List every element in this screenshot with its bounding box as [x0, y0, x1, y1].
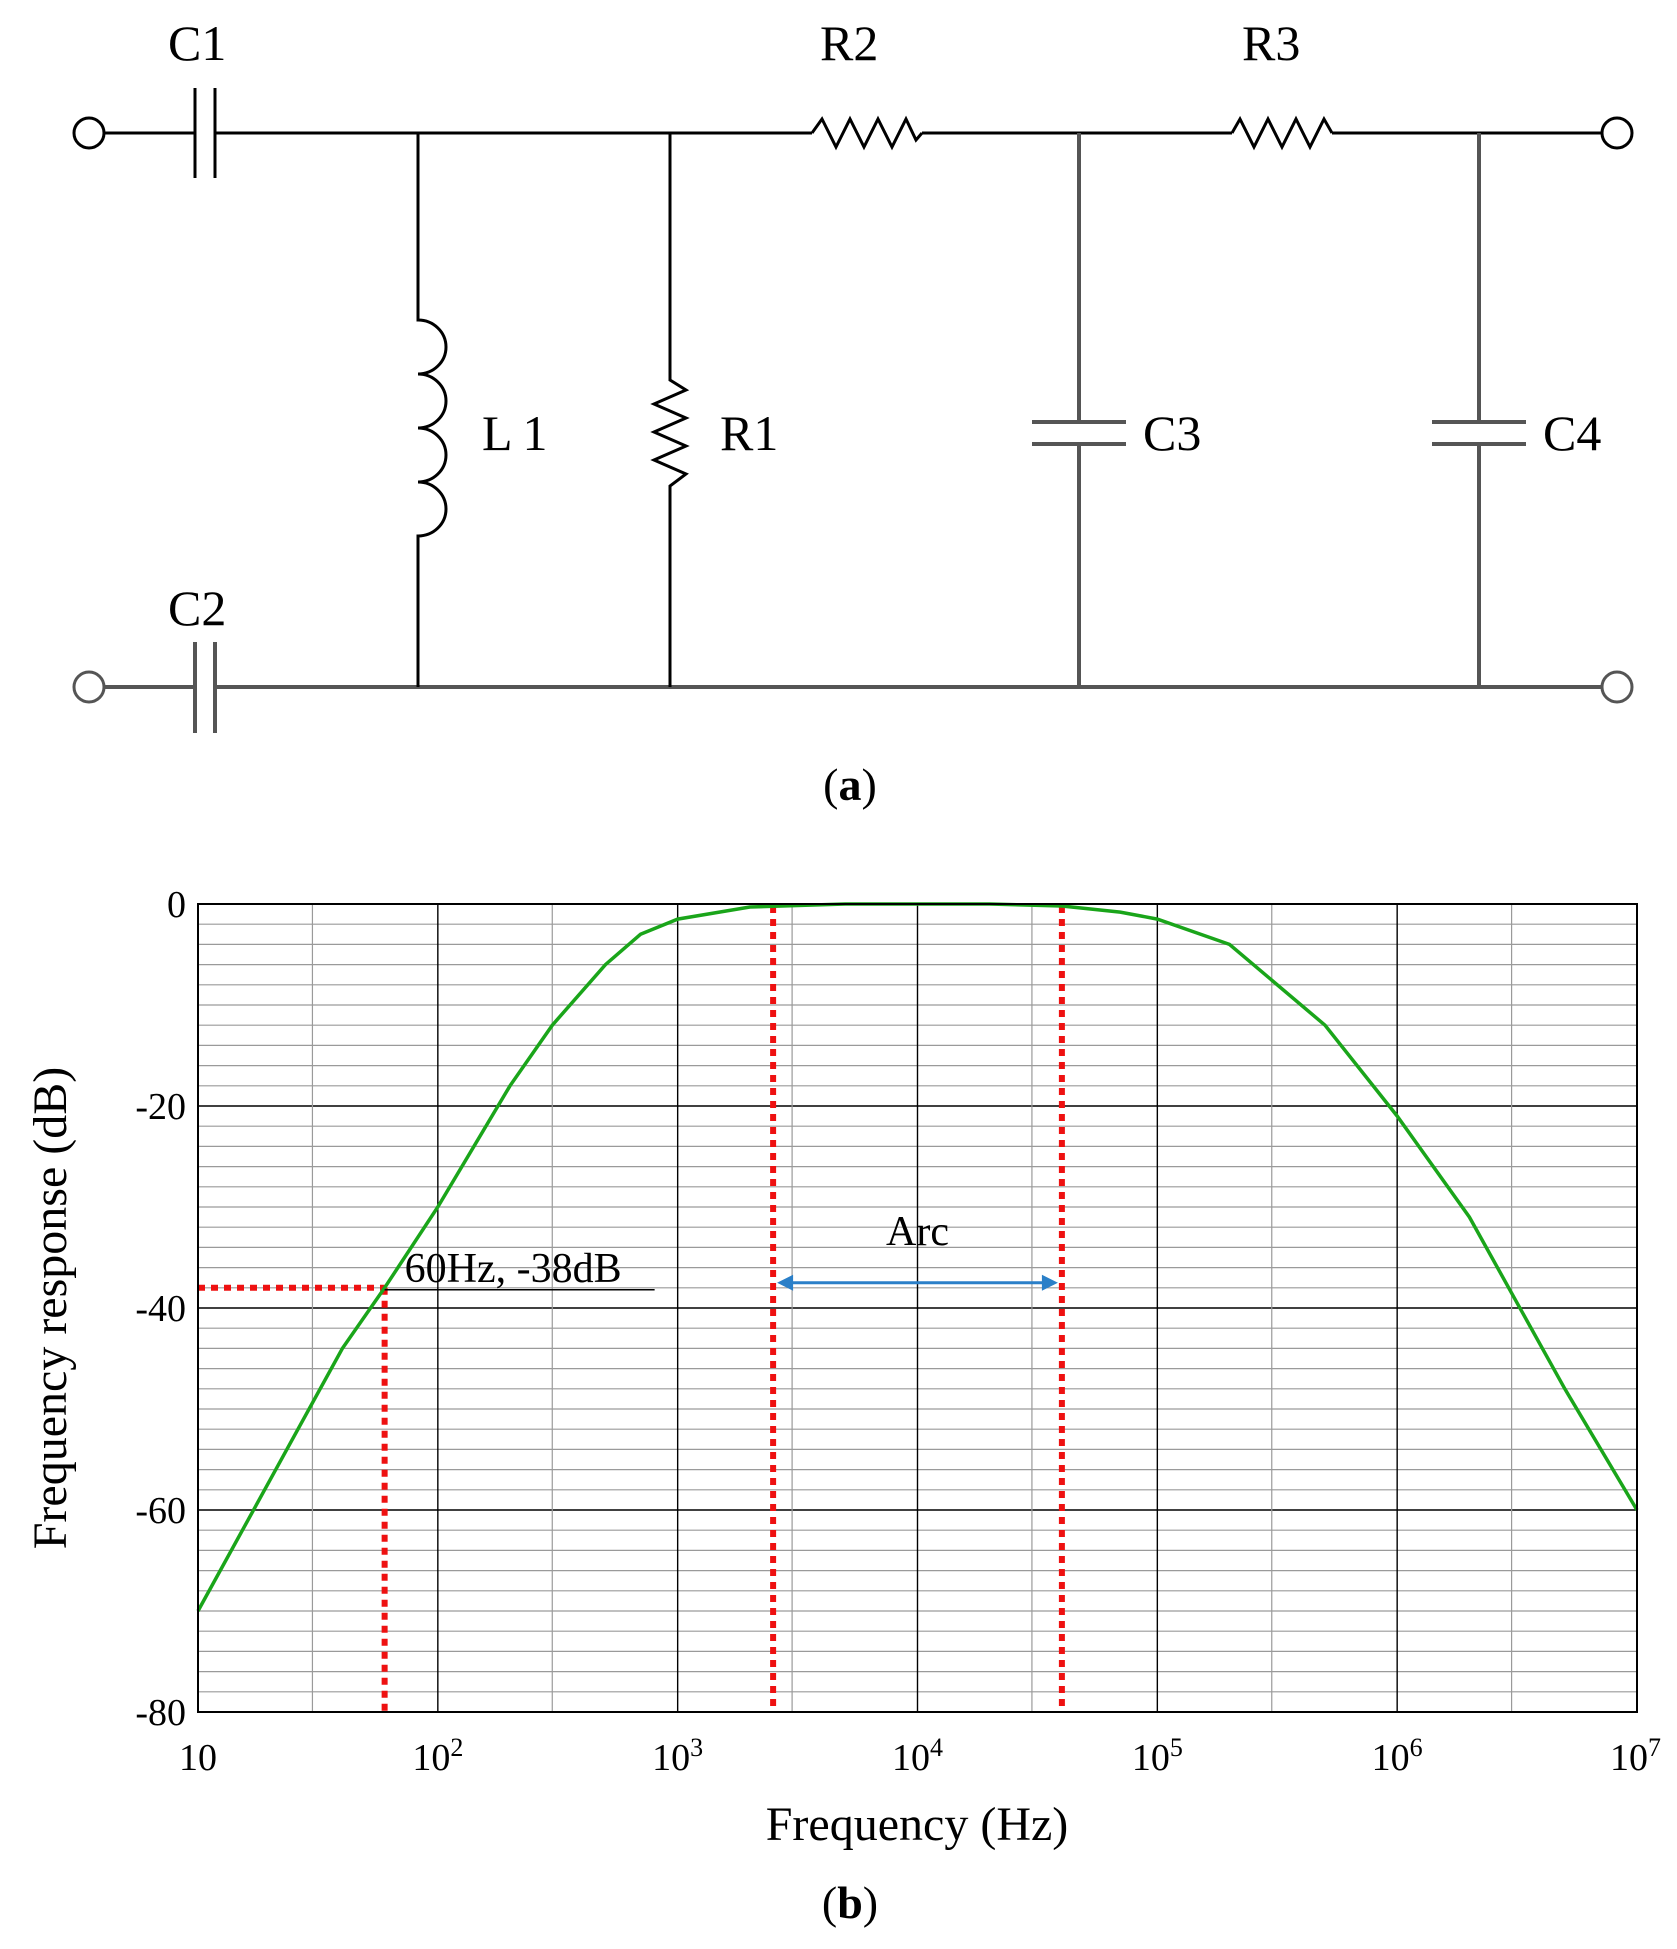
arc-range-arrow [777, 1274, 1058, 1291]
r1-label: R1 [720, 405, 778, 461]
terminal-top-left [72, 116, 106, 150]
r1-resistor [650, 133, 690, 687]
y-tick-label: 0 [167, 884, 186, 926]
c4-label: C4 [1543, 405, 1601, 461]
terminal-bottom-left [72, 670, 106, 704]
frequency-chart: 10 102 103 104 105 106 107 0 -20 -40 -60 -80 Arc 6… [24, 884, 1661, 1928]
arc-label: Arc [886, 1209, 949, 1255]
circuit-diagram: C1 C2 R2 R3 L1 R1 C3 C4 (a) [72, 15, 1634, 810]
x-tick-label: 106 [1372, 1733, 1423, 1779]
plot-border [197, 903, 1638, 1713]
r3-label: R3 [1242, 15, 1300, 71]
arc-arrow-head-left [777, 1274, 794, 1291]
y-tick-label: -60 [135, 1490, 186, 1532]
c2-label: C2 [168, 580, 226, 636]
y-tick-label: -80 [135, 1692, 186, 1734]
panel-label-b: (b) [822, 1877, 878, 1928]
c1-label: C1 [168, 15, 226, 71]
y-tick-label: -40 [135, 1288, 186, 1330]
c2-capacitor [193, 642, 217, 733]
r3-resistor [1230, 115, 1334, 151]
point-label: 60Hz, -38dB [405, 1246, 622, 1292]
panel-label-a-letter: a [839, 759, 862, 810]
c1-capacitor [193, 88, 217, 178]
y-tick-label: -20 [135, 1086, 186, 1128]
terminal-top-right [1600, 116, 1634, 150]
terminal-bottom-right [1600, 670, 1634, 704]
arc-arrow-head-right [1041, 1274, 1058, 1291]
x-tick-label: 104 [892, 1733, 943, 1779]
x-tick-label: 105 [1132, 1733, 1183, 1779]
x-axis-title: Frequency (Hz) [766, 1798, 1069, 1851]
c3-label: C3 [1143, 405, 1201, 461]
cutoff-markers [198, 906, 1065, 1712]
l1-label: L1 [482, 405, 558, 461]
y-axis-title: Frequency response (dB) [24, 1067, 77, 1550]
r2-resistor [810, 115, 924, 151]
y-tick-labels: 0 -20 -40 -60 -80 [135, 884, 186, 1734]
panel-label-a: (a) [823, 759, 877, 810]
x-tick-label: 102 [412, 1733, 463, 1779]
c4-capacitor [1432, 420, 1526, 446]
grid [198, 904, 1637, 1712]
x-tick-label: 107 [1610, 1733, 1661, 1779]
x-tick-labels: 10 102 103 104 105 106 107 [179, 1733, 1661, 1779]
x-tick-label: 103 [652, 1733, 703, 1779]
r2-label: R2 [820, 15, 878, 71]
panel-label-b-letter: b [837, 1877, 863, 1928]
l1-inductor [416, 133, 448, 687]
c3-capacitor [1032, 420, 1126, 446]
x-tick-label: 10 [179, 1737, 217, 1779]
